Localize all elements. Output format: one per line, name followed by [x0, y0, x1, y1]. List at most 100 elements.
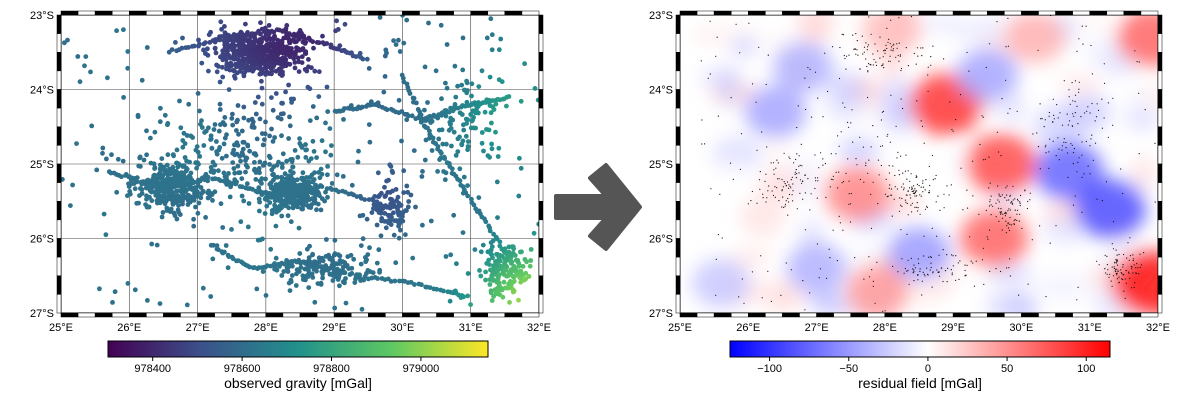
station-dot: [789, 157, 791, 160]
gravity-station: [292, 52, 298, 57]
station-dot: [914, 267, 917, 269]
gravity-station: [258, 31, 263, 37]
gravity-station: [496, 145, 502, 151]
residual-anomaly: [846, 264, 910, 313]
gravity-station: [224, 66, 229, 72]
gravity-station: [297, 28, 303, 33]
station-dot: [868, 16, 870, 18]
gravity-station: [279, 213, 285, 219]
x-tick-label: 27°E: [805, 322, 829, 334]
x-tick-label: 31°E: [1078, 322, 1102, 334]
gravity-station: [443, 254, 449, 259]
frame-segment: [538, 256, 544, 276]
gravity-station: [391, 232, 397, 238]
station-dot: [881, 65, 883, 67]
gravity-station: [266, 41, 272, 47]
station-dot: [988, 43, 991, 45]
gravity-station: [115, 156, 121, 162]
x-tick-label: 30°E: [390, 322, 414, 334]
gravity-station: [88, 69, 93, 75]
station-dot: [964, 264, 966, 266]
frame-segment: [487, 10, 506, 16]
gravity-station: [195, 210, 201, 216]
station-dot: [898, 169, 900, 171]
station-dot: [1091, 134, 1093, 136]
station-dot: [1016, 219, 1018, 222]
frame-segment: [77, 10, 96, 16]
frame-segment: [385, 312, 403, 318]
gravity-station: [279, 38, 285, 44]
station-dot: [1039, 225, 1041, 227]
station-dot: [1108, 276, 1110, 278]
left-map-frame: [56, 10, 544, 318]
station-dot: [838, 77, 841, 80]
station-dot: [930, 262, 932, 264]
gravity-station: [288, 157, 293, 162]
station-dot: [942, 249, 944, 251]
frame-segment: [538, 70, 544, 90]
station-dot: [896, 157, 898, 159]
station-dot: [923, 142, 925, 144]
frame-segment: [60, 312, 79, 318]
station-dot: [997, 207, 1000, 209]
station-dot: [906, 270, 908, 272]
gravity-station: [493, 129, 498, 135]
gravity-station: [183, 168, 189, 174]
gravity-station: [257, 159, 263, 165]
gravity-station: [186, 45, 191, 50]
station-dot: [872, 64, 874, 66]
frame-segment: [316, 312, 335, 318]
gravity-station: [432, 114, 438, 119]
station-dot: [1131, 268, 1133, 270]
gravity-station: [263, 119, 268, 125]
gravity-station: [283, 89, 288, 95]
residual-blob: [879, 79, 917, 113]
station-dot: [899, 197, 901, 199]
frame-segment: [538, 33, 544, 53]
station-dot: [932, 45, 934, 47]
station-dot: [808, 86, 810, 88]
gravity-station: [502, 246, 508, 252]
station-dot: [1001, 217, 1004, 219]
station-dot: [998, 193, 1000, 195]
frame-segment: [56, 219, 62, 239]
gravity-station: [388, 279, 394, 284]
gravity-station: [515, 258, 520, 264]
station-dot: [888, 172, 891, 174]
gravity-station: [469, 81, 475, 87]
frame-segment: [748, 312, 766, 318]
station-dot: [927, 66, 929, 68]
gravity-station: [254, 286, 260, 292]
station-dot: [877, 203, 879, 205]
gravity-station: [240, 57, 246, 63]
station-dot: [802, 280, 804, 282]
gravity-station: [520, 264, 526, 269]
colorbar-tick-label: 979000: [403, 363, 440, 375]
gravity-station: [443, 113, 449, 119]
gravity-station: [287, 54, 293, 60]
station-dot: [777, 162, 779, 164]
gravity-station: [149, 189, 154, 195]
gravity-station: [227, 194, 233, 200]
gravity-station: [316, 94, 322, 99]
station-dot: [865, 164, 867, 167]
station-dot: [916, 183, 919, 185]
station-dot: [896, 47, 898, 49]
station-dot: [912, 268, 914, 270]
station-dot: [914, 206, 916, 208]
station-dot: [926, 205, 928, 207]
station-dot: [865, 42, 867, 44]
gravity-station: [270, 172, 275, 178]
frame-segment: [538, 89, 544, 109]
station-dot: [809, 209, 811, 211]
gravity-station: [235, 70, 240, 76]
gravity-station: [284, 23, 290, 28]
gravity-station: [160, 177, 166, 183]
station-dot: [1103, 117, 1105, 119]
gravity-station: [310, 39, 316, 45]
station-dot: [905, 154, 907, 156]
gravity-station: [165, 172, 171, 178]
station-dot: [907, 170, 909, 172]
gravity-station: [366, 66, 372, 71]
frame-segment: [111, 10, 130, 16]
